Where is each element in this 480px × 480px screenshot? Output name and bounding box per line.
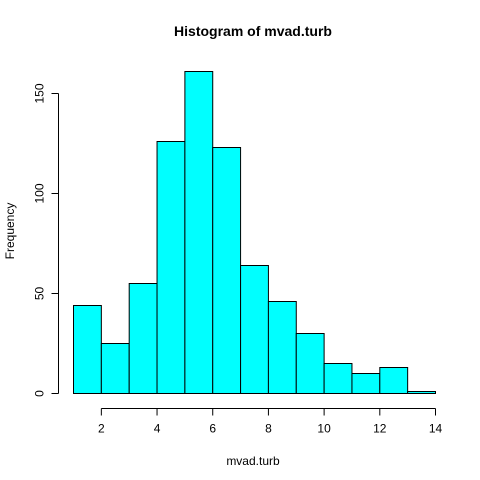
x-tick-label: 6 xyxy=(209,422,216,436)
histogram-bar xyxy=(128,283,158,394)
x-tick-label: 8 xyxy=(265,422,272,436)
histogram-bar xyxy=(351,373,381,394)
histogram-bar xyxy=(295,333,325,394)
histogram-bar xyxy=(100,343,130,394)
histogram-bar xyxy=(73,305,102,394)
x-tick-label: 12 xyxy=(373,422,387,436)
x-tick-label: 10 xyxy=(317,422,331,436)
histogram-bar xyxy=(267,301,297,394)
histogram-bar xyxy=(240,265,269,394)
y-tick-label: 150 xyxy=(33,83,47,103)
y-axis-label: Frequency xyxy=(3,203,17,260)
x-tick-label: 2 xyxy=(98,422,105,436)
bars-group xyxy=(73,71,436,394)
y-tick-label: 0 xyxy=(33,390,47,397)
histogram-bar xyxy=(212,147,242,394)
histogram-bar xyxy=(184,71,214,394)
histogram-bar xyxy=(407,391,436,394)
histogram-bar xyxy=(156,141,186,394)
x-axis: 2 4 6 8 10 12 14 xyxy=(98,408,443,436)
y-axis: 0 50 100 150 xyxy=(33,83,59,397)
histogram-bar xyxy=(323,363,353,394)
histogram-bar xyxy=(379,367,409,394)
x-tick-label: 4 xyxy=(154,422,161,436)
y-tick-label: 50 xyxy=(33,287,47,301)
y-tick-label: 100 xyxy=(33,183,47,203)
x-axis-label: mvad.turb xyxy=(226,454,280,468)
chart-title: Histogram of mvad.turb xyxy=(174,23,332,39)
x-tick-label: 14 xyxy=(429,422,443,436)
